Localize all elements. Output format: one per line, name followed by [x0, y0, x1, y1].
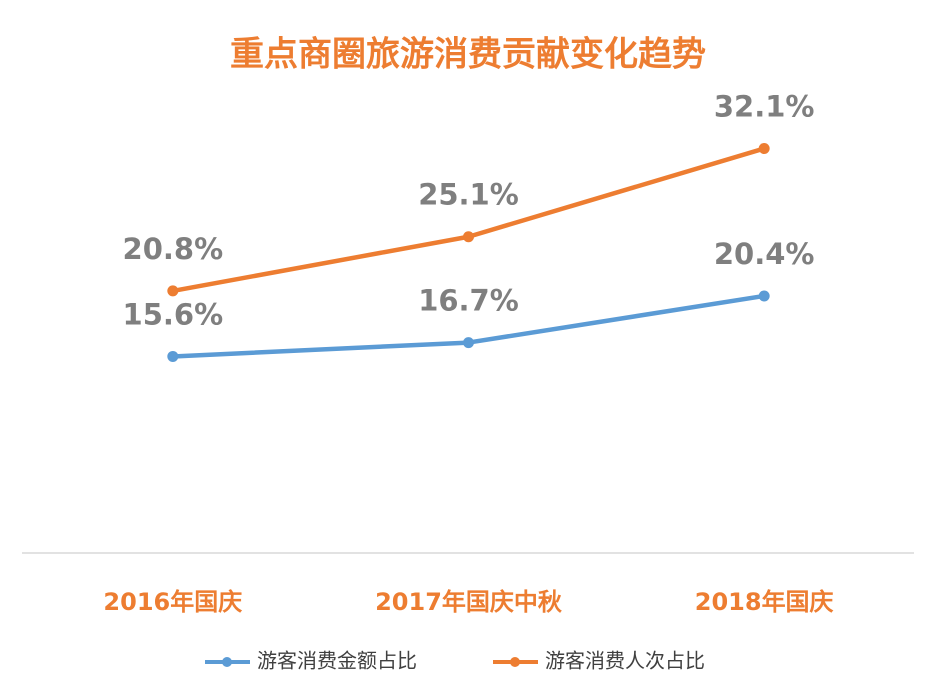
x-tick-label: 2017年国庆中秋: [375, 588, 563, 616]
data-label: 25.1%: [418, 178, 519, 212]
data-point: [463, 231, 474, 243]
data-label: 20.4%: [714, 237, 815, 271]
legend-label: 游客消费人次占比: [545, 649, 705, 673]
data-label: 16.7%: [418, 284, 519, 318]
x-tick-label: 2016年国庆: [103, 588, 242, 616]
data-point: [758, 290, 770, 302]
data-point: [167, 285, 179, 297]
legend-marker: [222, 657, 232, 667]
data-label: 32.1%: [714, 90, 815, 124]
x-tick-label: 2018年国庆: [695, 588, 834, 616]
data-label: 15.6%: [123, 297, 224, 331]
series-line: [172, 146, 765, 294]
chart-title: 重点商圈旅游消费贡献变化趋势: [230, 35, 706, 75]
data-point: [463, 337, 474, 349]
data-point: [167, 350, 179, 362]
legend-marker: [510, 657, 520, 667]
data-point: [758, 143, 770, 155]
legend-label: 游客消费金额占比: [257, 649, 417, 673]
data-label: 20.8%: [123, 232, 224, 266]
